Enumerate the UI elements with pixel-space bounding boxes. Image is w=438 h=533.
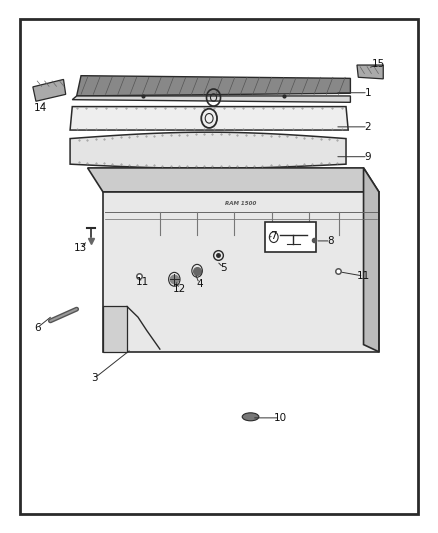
Text: 15: 15 [372, 59, 385, 69]
Text: 1: 1 [364, 88, 371, 98]
Polygon shape [77, 76, 350, 96]
Ellipse shape [242, 413, 259, 421]
Text: 5: 5 [220, 263, 227, 272]
Text: 6: 6 [34, 323, 41, 333]
Polygon shape [70, 132, 346, 168]
Text: 9: 9 [364, 152, 371, 161]
Text: 4: 4 [196, 279, 203, 288]
Text: 11: 11 [136, 278, 149, 287]
Text: 11: 11 [357, 271, 370, 281]
Text: 13: 13 [74, 243, 87, 253]
Text: 14: 14 [34, 103, 47, 112]
Text: 12: 12 [173, 284, 186, 294]
Text: RAM 1500: RAM 1500 [225, 201, 257, 206]
Polygon shape [72, 96, 350, 102]
Polygon shape [103, 192, 379, 352]
Polygon shape [33, 79, 66, 101]
Polygon shape [88, 168, 379, 192]
Text: 2: 2 [364, 122, 371, 132]
Text: 10: 10 [274, 413, 287, 423]
Polygon shape [103, 306, 127, 352]
FancyBboxPatch shape [265, 222, 316, 252]
Text: 7: 7 [270, 231, 277, 240]
Polygon shape [364, 168, 379, 352]
Polygon shape [70, 107, 348, 130]
Polygon shape [357, 65, 383, 79]
Text: 8: 8 [327, 236, 334, 246]
Text: 3: 3 [91, 374, 98, 383]
